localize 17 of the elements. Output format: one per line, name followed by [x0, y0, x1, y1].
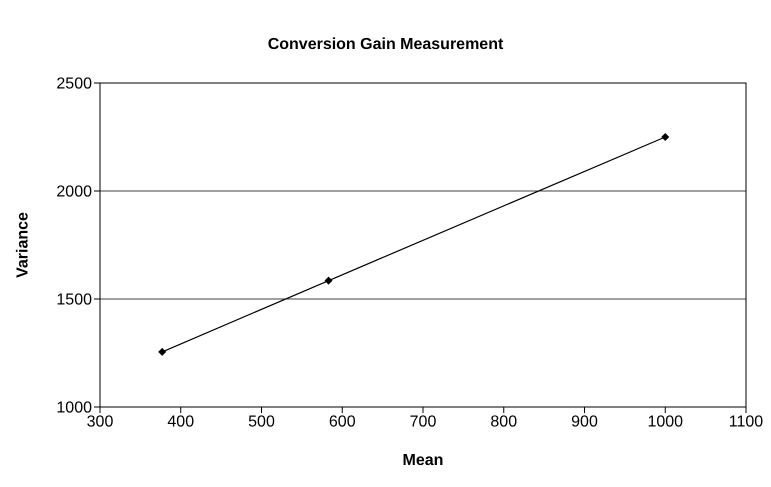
x-tick-label: 600 — [328, 413, 356, 430]
chart-title: Conversion Gain Measurement — [266, 36, 504, 54]
point — [324, 276, 333, 285]
x-tick-label: 400 — [167, 413, 194, 430]
x-tick-label: 900 — [571, 413, 598, 430]
x-tick-label: 700 — [410, 413, 436, 430]
y-tick-label: 2000 — [56, 184, 92, 201]
x-tick-label: 1100 — [728, 413, 764, 430]
x-tick-label: 1000 — [647, 413, 684, 430]
point — [158, 348, 166, 356]
point — [661, 133, 670, 141]
y-axis-title: Variance — [14, 212, 32, 278]
x-tick-label: 500 — [248, 413, 275, 430]
y-tick-label: 1500 — [56, 292, 92, 309]
x-tick-label: 800 — [490, 413, 518, 430]
y-tick-label: 2500 — [56, 76, 92, 93]
x-axis-title: Mean — [402, 452, 444, 469]
